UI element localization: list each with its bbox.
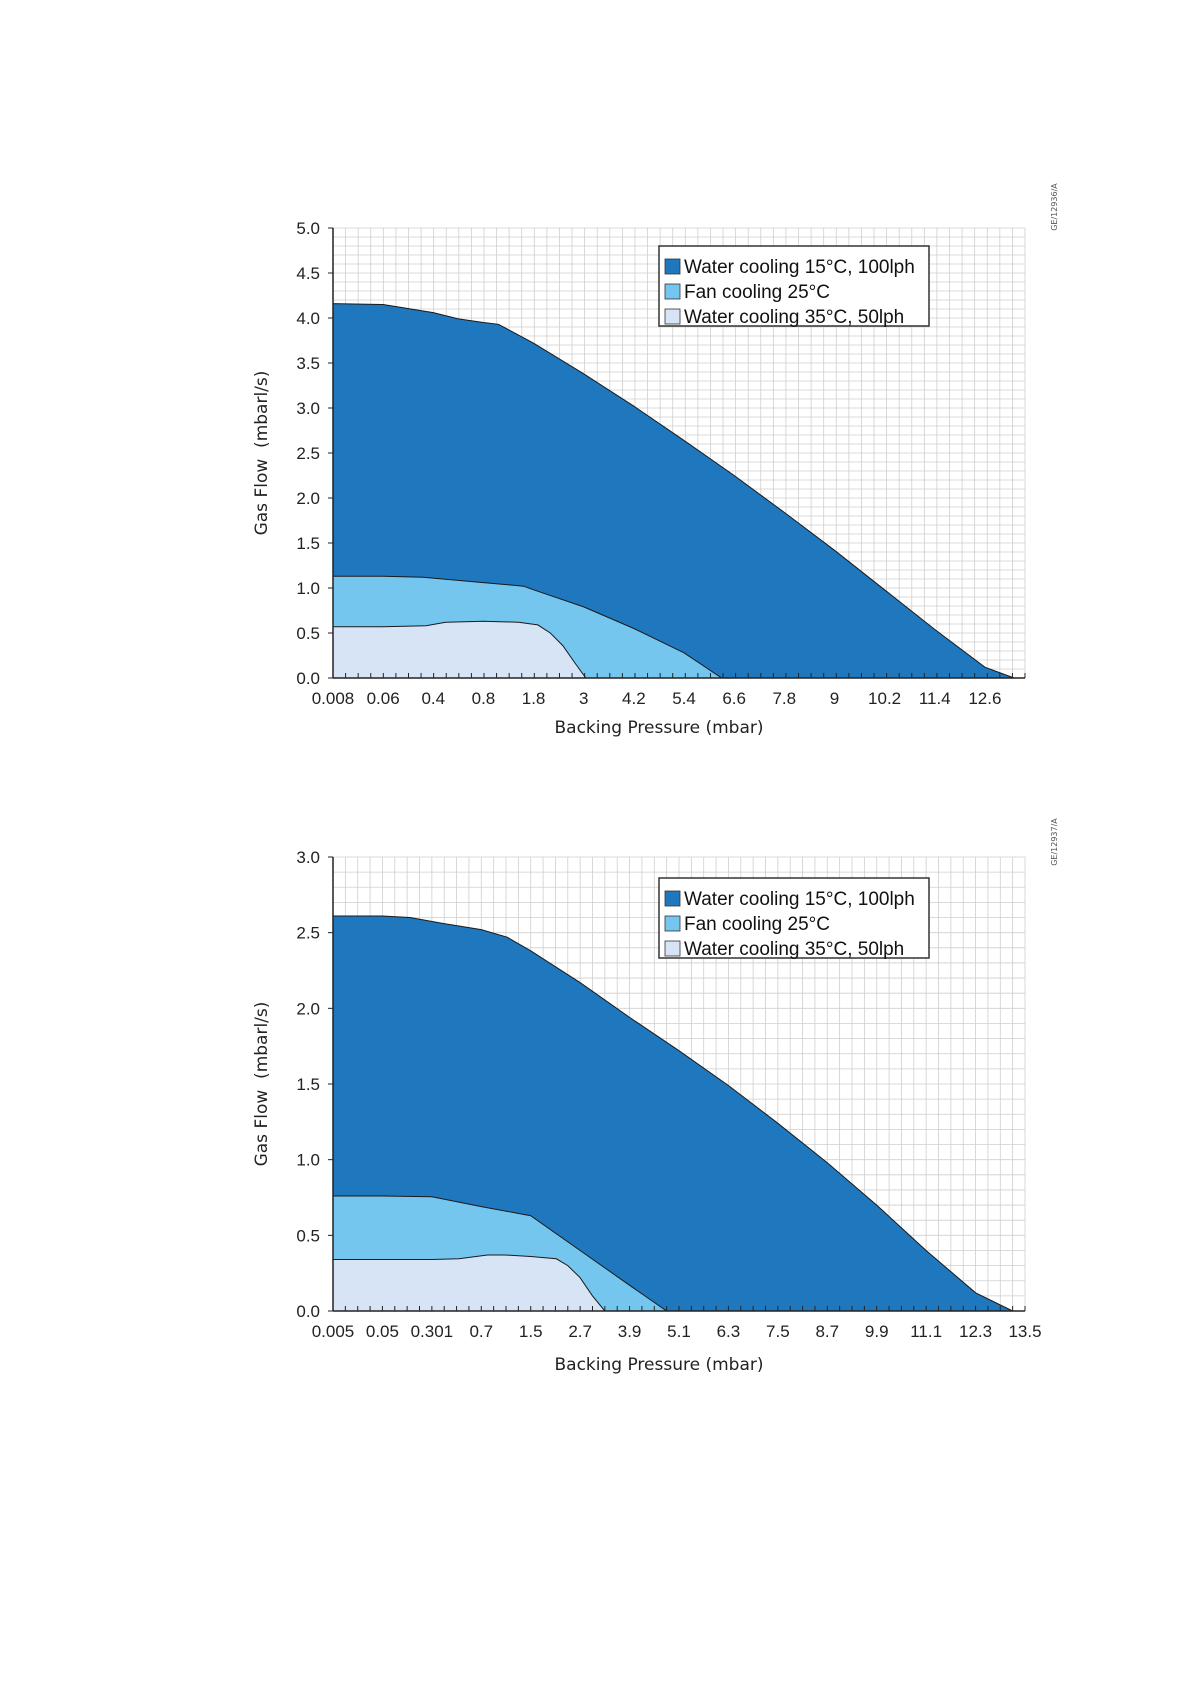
x-tick-label: 1.8: [522, 689, 546, 708]
legend-label: Water cooling 35°C, 50lph: [684, 939, 904, 960]
x-tick-label: 12.6: [968, 689, 1001, 708]
x-tick-label: 2.7: [568, 1322, 592, 1341]
x-axis-title: Backing Pressure (mbar): [555, 718, 764, 738]
x-tick-label: 0.06: [367, 689, 400, 708]
y-tick-label: 0.5: [296, 1226, 320, 1245]
legend-label: Water cooling 15°C, 100lph: [684, 889, 915, 910]
y-axis-title: Gas Flow (mbarl/s): [252, 1002, 272, 1167]
x-tick-label: 9: [830, 689, 839, 708]
y-tick-label: 1.5: [296, 1075, 320, 1094]
x-tick-label: 0.005: [312, 1322, 355, 1341]
legend: Water cooling 15°C, 100lph Fan cooling 25…: [658, 245, 930, 328]
area-series-water35: [332, 1254, 606, 1312]
x-tick-label: 13.5: [1008, 1322, 1041, 1341]
y-tick-label: 0.0: [296, 669, 320, 688]
x-tick-label: 3.9: [618, 1322, 642, 1341]
x-tick-label: 0.05: [366, 1322, 399, 1341]
legend-swatch-water35: [664, 940, 681, 957]
x-tick-label: 5.1: [667, 1322, 691, 1341]
x-tick-label: 11.1: [910, 1322, 942, 1341]
x-tick-label: 10.2: [868, 689, 901, 708]
legend-swatch-fan25: [664, 283, 681, 300]
x-tick-label: 6.3: [717, 1322, 741, 1341]
x-tick-label: 0.7: [469, 1322, 493, 1341]
y-tick-label: 1.0: [296, 1151, 320, 1170]
x-tick-label: 11.4: [919, 689, 951, 708]
x-tick-label: 0.008: [312, 689, 355, 708]
legend-swatch-water35: [664, 308, 681, 325]
x-axis-title: Backing Pressure (mbar): [555, 1355, 764, 1375]
chart-gas-flow-bottom: 0.0 0.5 1.0 1.5 2.0 2.5 3.0 0.005 0.05 0.301 0.7 1.…: [252, 818, 1059, 1375]
x-tick-label: 0.301: [411, 1322, 454, 1341]
y-tick-label: 5.0: [296, 219, 320, 238]
x-tick-label: 7.5: [766, 1322, 790, 1341]
legend-box: [658, 877, 930, 959]
y-tick-label: 1.5: [296, 534, 320, 553]
x-tick-label: 9.9: [865, 1322, 889, 1341]
x-tick-label: 6.6: [722, 689, 746, 708]
legend-swatch-fan25: [664, 915, 681, 932]
area-series-water35: [332, 620, 587, 679]
legend-swatch-water15: [664, 258, 681, 275]
x-tick-label: 12.3: [959, 1322, 992, 1341]
y-tick-label: 2.5: [296, 924, 320, 943]
x-tick-label: 4.2: [622, 689, 646, 708]
figure-code-label: GE/12937/A: [1050, 818, 1059, 866]
y-tick-label: 2.0: [296, 489, 320, 508]
y-tick-label: 3.0: [296, 848, 320, 867]
y-tick-label: 0.0: [296, 1302, 320, 1321]
x-tick-label: 3: [579, 689, 588, 708]
x-tick-label: 7.8: [772, 689, 796, 708]
legend: Water cooling 15°C, 100lph Fan cooling 25…: [658, 877, 930, 960]
legend-label: Water cooling 35°C, 50lph: [684, 307, 904, 328]
legend-box: [658, 245, 930, 327]
y-tick-label: 1.0: [296, 579, 320, 598]
x-tick-label: 5.4: [672, 689, 696, 708]
y-tick-label: 4.5: [296, 264, 320, 283]
y-axis-title: Gas Flow (mbarl/s): [252, 371, 272, 536]
y-tick-label: 0.5: [296, 624, 320, 643]
x-tick-label: 1.5: [519, 1322, 543, 1341]
y-tick-label: 2.5: [296, 444, 320, 463]
legend-swatch-water15: [664, 890, 681, 907]
y-tick-label: 3.0: [296, 399, 320, 418]
x-tick-label: 0.8: [472, 689, 496, 708]
legend-label: Fan cooling 25°C: [684, 282, 830, 303]
legend-label: Water cooling 15°C, 100lph: [684, 257, 915, 278]
figure-code-label: GE/12936/A: [1050, 183, 1059, 231]
y-tick-label: 3.5: [296, 354, 320, 373]
legend-label: Fan cooling 25°C: [684, 914, 830, 935]
x-tick-label: 0.4: [421, 689, 445, 708]
y-tick-label: 2.0: [296, 999, 320, 1018]
x-tick-label: 8.7: [815, 1322, 839, 1341]
chart-gas-flow-top: 0.0 0.5 1.0 1.5 2.0 2.5 3.0 3.5 4.0 4.5 5.0 0.008 0.…: [252, 183, 1059, 738]
y-tick-label: 4.0: [296, 309, 320, 328]
